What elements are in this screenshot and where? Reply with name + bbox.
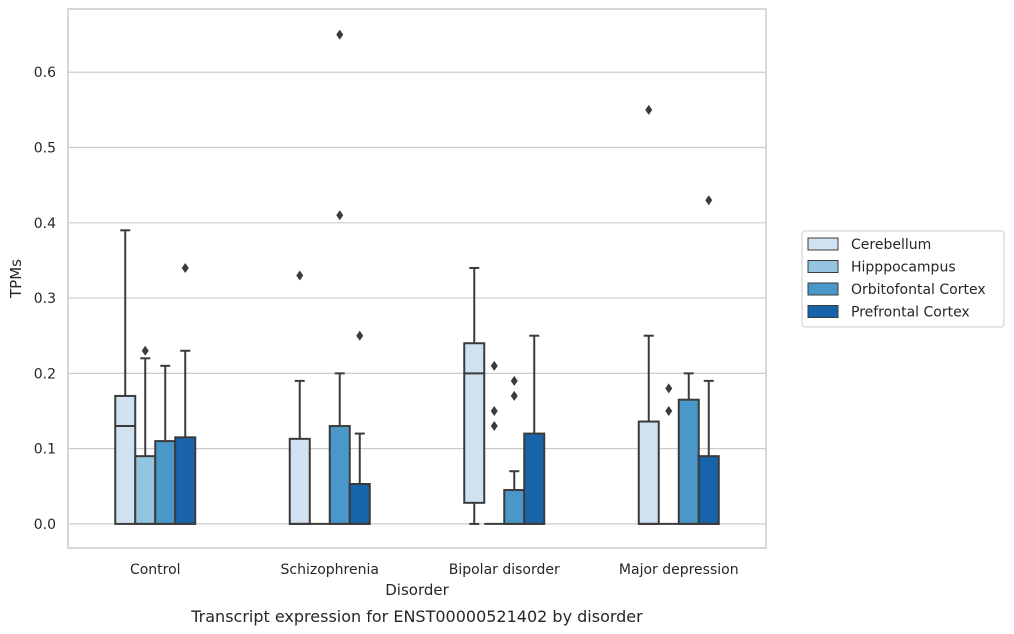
y-tick-label: 0.4 <box>34 216 56 232</box>
plot-frame <box>67 8 767 549</box>
legend-label: Cerebellum <box>851 237 931 253</box>
box-group <box>677 372 700 525</box>
outlier-point <box>336 210 344 221</box>
legend-frame <box>801 230 1005 328</box>
box-group <box>697 195 720 525</box>
y-axis-title: TPMs <box>7 259 25 299</box>
outlier-point <box>296 270 304 281</box>
box-group <box>463 266 486 525</box>
box-group <box>328 29 351 525</box>
box-groups <box>114 29 720 525</box>
box <box>288 437 311 525</box>
outlier-point <box>141 345 149 356</box>
outlier-point <box>490 405 498 416</box>
box <box>134 455 157 525</box>
box <box>463 342 486 504</box>
axes <box>67 8 767 549</box>
box <box>677 398 700 525</box>
box <box>154 440 177 525</box>
box-group <box>134 345 157 525</box>
box-group <box>114 229 137 525</box>
y-tick-label: 0.0 <box>34 517 56 533</box>
legend-swatch <box>807 260 839 273</box>
outlier-point <box>510 375 518 386</box>
y-tick-label: 0.5 <box>34 141 56 157</box>
x-tick-label: Schizophrenia <box>281 562 379 578</box>
x-tick-label: Major depression <box>619 562 739 578</box>
legend-swatch <box>807 305 839 318</box>
box-group <box>348 330 371 525</box>
box-group <box>658 383 679 525</box>
x-axis-title: Disorder <box>385 581 449 599</box>
box <box>523 432 546 525</box>
box-group <box>288 270 311 525</box>
y-tick-label: 0.2 <box>34 366 56 382</box>
box <box>503 489 526 525</box>
x-tick-labels: Control Schizophrenia Bipolar disorder Majo… <box>130 562 739 578</box>
x-tick-label: Control <box>130 562 181 578</box>
y-tick-labels: 0.0 0.1 0.2 0.3 0.4 0.5 0.6 <box>34 65 56 533</box>
legend-swatch <box>807 237 839 251</box>
legend-label: Prefrontal Cortex <box>851 305 970 321</box>
outlier-point <box>336 29 344 40</box>
outlier-point <box>665 405 673 416</box>
box <box>328 425 351 525</box>
outlier-point <box>356 330 364 341</box>
chart-caption: Transcript expression for ENST0000052140… <box>190 607 643 626</box>
box-group <box>523 334 546 525</box>
legend-swatch <box>807 282 839 296</box>
y-tick-label: 0.1 <box>34 442 56 458</box>
box-group <box>154 364 177 525</box>
box <box>637 420 660 525</box>
outlier-point <box>181 262 189 273</box>
y-tick-label: 0.3 <box>34 291 56 307</box>
outlier-point <box>665 383 673 394</box>
x-tick-label: Bipolar disorder <box>449 562 560 578</box>
box <box>348 483 371 525</box>
box-group <box>174 262 197 525</box>
outlier-point <box>645 104 653 115</box>
outlier-point <box>510 390 518 401</box>
legend-label: Hipppocampus <box>851 260 956 276</box>
box-group <box>484 360 505 525</box>
y-tick-label: 0.6 <box>34 65 56 81</box>
outlier-point <box>705 195 713 206</box>
box <box>174 436 197 525</box>
box <box>114 394 137 525</box>
box-group <box>503 375 526 525</box>
outlier-point <box>490 421 498 432</box>
outlier-point <box>490 360 498 371</box>
legend-label: Orbitofontal Cortex <box>851 282 986 298</box>
box <box>697 455 720 525</box>
box-group <box>637 104 660 525</box>
legend: Cerebellum Hipppocampus Orbitofontal Corte… <box>801 230 1005 328</box>
